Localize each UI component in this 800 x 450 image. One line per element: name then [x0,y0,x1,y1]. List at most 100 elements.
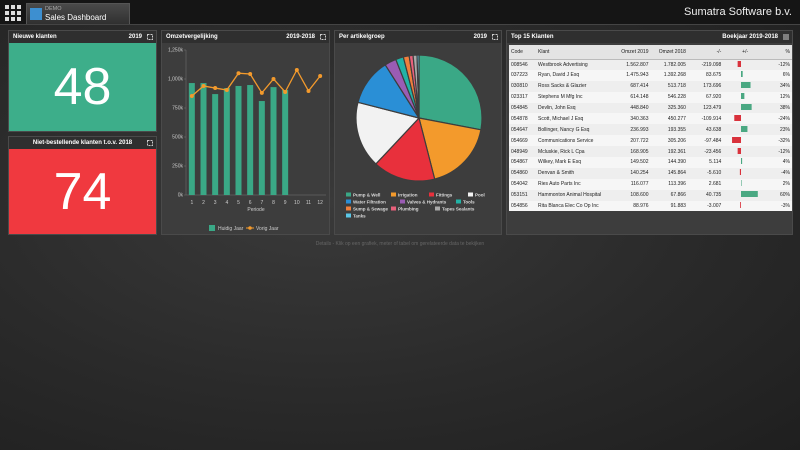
panel-header: Per artikelgroep 2019 [335,31,501,43]
legend-label: Sump & Sewage [353,206,389,211]
legend-swatch [209,225,215,231]
chart-subtitle: 2019 [473,34,487,40]
expand-icon[interactable] [147,34,153,40]
delta-bar-cell [723,59,767,70]
delta-bar-cell [723,200,767,212]
table-cell: 88.976 [613,200,651,212]
table-row[interactable]: 023317 Stephens M Mfg Inc 614.148 546.228 67… [509,91,792,103]
table-row[interactable]: 053151 Hammonton Animal Hospital 108.600 67… [509,190,792,201]
table-cell: 193.355 [667,126,686,133]
table-row[interactable]: 054867 Wilkey, Mark E Esq 149.502 144.390 5.… [509,157,792,168]
table-cell: -24% [767,113,792,125]
table-cell: -32% [767,135,792,147]
table-row[interactable]: 054860 Denvan & Smith 140.254 145.864 -5.610… [509,168,792,179]
table-row[interactable]: 054669 Communications Service 207.722 305.2… [509,135,792,147]
tab-title: Sales Dashboard [45,13,107,22]
table-cell: -3.007 [687,200,724,212]
delta-bar-cell [723,146,767,157]
kpi-value: 48 [9,43,156,131]
delta-bar-fill [741,71,743,78]
table-row[interactable]: 008546 Westbrook Advertising 1.562.807 1.78… [509,59,792,70]
table-cell: 6% [767,69,792,81]
expand-icon[interactable] [320,34,326,40]
line-point [224,88,229,93]
legend-label: Plumbing [398,206,419,211]
expand-icon[interactable] [147,140,153,146]
table-cell: 4% [767,157,792,168]
line-point [213,86,218,91]
legend-swatch [400,199,405,204]
table-cell: 037223 [509,69,537,81]
bar [235,85,242,195]
table-row[interactable]: 054042 Ries Auto Parts Inc 116.077 113.396 2… [509,178,792,190]
x-axis-label: Periode [247,207,264,213]
tab-icon [30,8,42,20]
table-cell: 054647 [511,126,528,133]
chart-subtitle: 2019-2018 [286,34,315,40]
table-cell: Stephens M Mfg Inc [536,91,614,103]
table-cell: -219.098 [701,61,722,68]
table-cell: Mcluskie, Rick L Cpa [538,148,585,155]
panel-header: Nieuwe klanten 2019 [9,31,156,43]
table-cell: 448.840 [630,105,649,111]
x-tick-label: 9 [284,200,287,206]
legend-label: Vorig Jaar [256,226,279,232]
delta-bar-fill [741,191,759,198]
line-point [271,77,276,81]
legend-label: Fittings [436,192,453,197]
chart-panel[interactable]: Omzetvergelijking 2019-2018 0k 250k 500k 750… [161,30,330,235]
table-row[interactable]: 048949 Mcluskie, Rick L Cpa 168.905 192.361… [509,146,792,157]
table-cell: 305.206 [650,135,688,147]
x-tick-label: 4 [225,200,228,206]
table-cell: 054867 [509,157,537,168]
panel-header: Omzetvergelijking 2019-2018 [162,31,329,43]
table-cell: Bollinger, Nancy G Esq [538,126,590,133]
legend-label: Irrigation [398,192,418,197]
panel-title: Nieuwe klanten [13,34,57,40]
legend-swatch [346,199,351,204]
pie-slice [416,54,420,119]
table-cell: 144.390 [650,157,688,168]
table-row[interactable]: 054856 Rita Blanca Elec Co Op Inc 88.976 91… [509,200,792,212]
x-tick-label: 2 [202,200,205,206]
table-title: Top 15 Klanten [511,34,554,40]
column-header: Omzet 2018 [650,45,688,60]
table-row[interactable]: 054647 Bollinger, Nancy G Esq 236.993 193.3… [509,124,792,135]
table-cell: Communications Service [536,135,614,147]
pie-slice [418,117,482,180]
legend-label: Pump & Well [353,192,380,197]
kpi-panel[interactable]: Niet-bestellende klanten t.o.v. 2018 74 [8,136,157,235]
delta-bar [740,202,742,209]
table-cell: 325.360 [667,105,686,111]
delta-bar-cell [723,135,767,147]
bar [282,90,289,195]
table-cell: -3% [767,200,792,212]
expand-icon[interactable] [492,34,498,40]
kpi-panel[interactable]: Nieuwe klanten 2019 48 [8,30,157,132]
legend-label: Pool [475,192,485,197]
table-period: Boekjaar 2019-2018 [722,34,778,40]
table-cell: 450.277 [650,113,688,125]
dashboard-tab[interactable]: DEMO Sales Dashboard [26,3,130,24]
table-cell: 116.077 [613,178,651,190]
menu-icon[interactable] [783,34,789,40]
table-cell: 008546 [511,61,528,68]
delta-bar [734,114,742,121]
menu-icon[interactable] [5,5,21,21]
bar [258,101,265,195]
table-row[interactable]: 030810 Ross Sacks & Glazier 687.414 513.718… [509,81,792,92]
delta-bar [741,104,752,110]
column-header: Omzet 2019 [613,45,651,60]
x-tick-label: 11 [306,200,311,206]
chart-panel[interactable]: Per artikelgroep 2019 Pump & Well Irrigati… [334,30,502,235]
table-cell: 12% [767,91,792,103]
x-tick-label: 6 [249,200,252,206]
table-row[interactable]: 054845 Devlin, John Esq 448.840 325.360 123.… [509,103,792,114]
table-row[interactable]: 054878 Scott, Michael J Esq 340.363 450.277… [509,113,792,125]
table-cell: 40.735 [706,192,722,199]
table-row[interactable]: 037223 Ryan, David J Esq 1.475.943 1.392.26… [509,69,792,81]
x-tick-label: 12 [317,200,323,206]
legend-label: Valves & Hydrants [407,199,447,204]
table-panel[interactable]: Top 15 Klanten Boekjaar 2019-2018 Code Kla… [506,30,793,235]
table-cell: 2.681 [687,178,724,190]
